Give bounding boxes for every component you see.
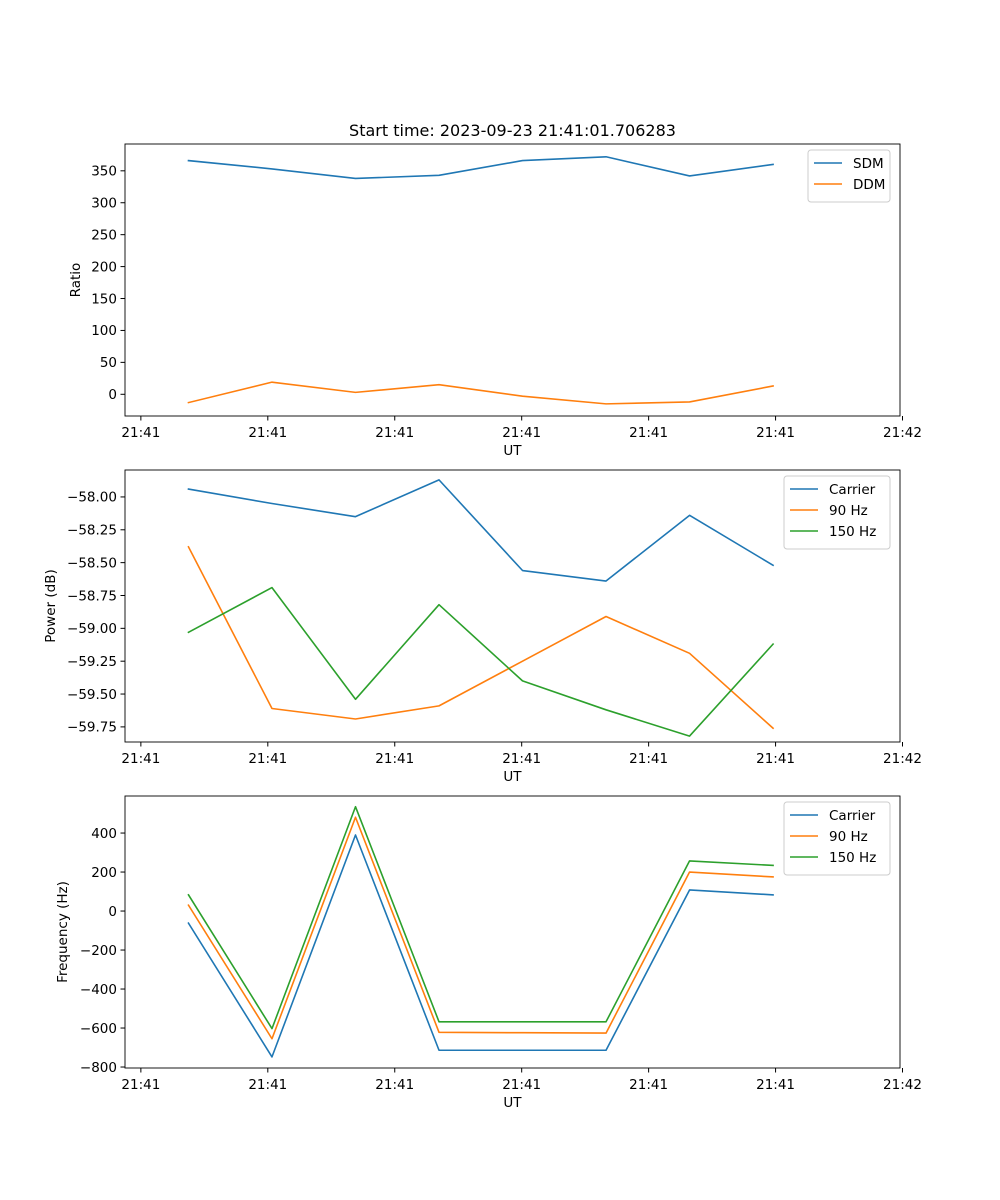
axes-frame bbox=[124, 143, 901, 417]
legend: SDM DDM bbox=[807, 149, 891, 203]
chart-panel-1: Start time: 2023-09-23 21:41:01.706283 21… bbox=[68, 121, 922, 459]
legend-label: DDM bbox=[853, 177, 885, 193]
x-tick-label: 21:41 bbox=[375, 425, 414, 441]
y-tick-label: 0 bbox=[108, 904, 117, 920]
y-tick-label: −600 bbox=[80, 1021, 117, 1037]
x-tick-label: 21:41 bbox=[756, 1077, 795, 1093]
x-tick-label: 21:41 bbox=[248, 1077, 287, 1093]
y-tick-label: −200 bbox=[80, 943, 117, 959]
x-tick-label: 21:41 bbox=[248, 751, 287, 767]
y-tick-label: 400 bbox=[91, 826, 117, 842]
y-tick-label: −59.25 bbox=[67, 654, 117, 670]
x-axis-label: UT bbox=[503, 769, 522, 785]
x-tick-label: 21:41 bbox=[248, 425, 287, 441]
y-axis-label: Frequency (Hz) bbox=[55, 881, 71, 983]
series-line-sdm bbox=[187, 155, 774, 180]
y-tick-label: −58.75 bbox=[67, 588, 117, 604]
y-tick-label: −58.50 bbox=[67, 555, 117, 571]
axes-frame bbox=[124, 795, 901, 1069]
x-tick-label: 21:41 bbox=[502, 425, 541, 441]
y-tick-label: −58.00 bbox=[67, 490, 117, 506]
x-tick-label: 21:41 bbox=[502, 751, 541, 767]
y-tick-label: −59.00 bbox=[67, 621, 117, 637]
x-tick-label: 21:41 bbox=[121, 425, 160, 441]
legend-label: 150 Hz bbox=[829, 850, 876, 866]
legend: Carrier 90 Hz 150 Hz bbox=[783, 801, 891, 876]
y-tick-label: −400 bbox=[80, 982, 117, 998]
y-tick-label: 250 bbox=[91, 227, 117, 243]
chart-panel-3: 21:41 21:41 21:41 21:41 21:41 21:41 21:42 −800 −… bbox=[55, 795, 922, 1111]
axes-frame bbox=[124, 469, 901, 743]
series-line-150-hz bbox=[187, 805, 774, 1030]
x-axis-label: UT bbox=[503, 443, 522, 459]
chart-title: Start time: 2023-09-23 21:41:01.706283 bbox=[349, 121, 676, 140]
y-tick-label: 100 bbox=[91, 323, 117, 339]
series-line-90-hz bbox=[187, 545, 775, 730]
x-tick-label: 21:41 bbox=[121, 751, 160, 767]
y-tick-label: −800 bbox=[80, 1060, 117, 1076]
y-axis-label: Power (dB) bbox=[43, 569, 59, 642]
series-line-150-hz bbox=[187, 586, 775, 737]
y-axis-label: Ratio bbox=[68, 263, 84, 298]
x-tick-label: 21:42 bbox=[883, 751, 922, 767]
y-tick-label: 200 bbox=[91, 865, 117, 881]
legend-label: 90 Hz bbox=[829, 829, 868, 845]
y-tick-label: −59.50 bbox=[67, 687, 117, 703]
x-tick-label: 21:41 bbox=[375, 751, 414, 767]
chart-panel-2: 21:41 21:41 21:41 21:41 21:41 21:41 21:42 −59.7… bbox=[43, 469, 922, 785]
series-line-ddm bbox=[187, 381, 774, 405]
y-tick-label: 300 bbox=[91, 196, 117, 212]
legend-label: 150 Hz bbox=[829, 524, 876, 540]
x-tick-label: 21:41 bbox=[629, 1077, 668, 1093]
x-tick-label: 21:41 bbox=[629, 751, 668, 767]
series-line-carrier bbox=[187, 479, 775, 582]
y-tick-label: 200 bbox=[91, 259, 117, 275]
y-tick-label: 350 bbox=[91, 164, 117, 180]
y-tick-label: 0 bbox=[108, 387, 117, 403]
x-tick-label: 21:41 bbox=[375, 1077, 414, 1093]
x-tick-label: 21:42 bbox=[883, 1077, 922, 1093]
x-tick-label: 21:41 bbox=[121, 1077, 160, 1093]
y-tick-label: 150 bbox=[91, 291, 117, 307]
series-line-carrier bbox=[187, 834, 774, 1058]
x-tick-label: 21:41 bbox=[502, 1077, 541, 1093]
legend: Carrier 90 Hz 150 Hz bbox=[783, 475, 891, 550]
x-tick-label: 21:41 bbox=[629, 425, 668, 441]
x-axis-label: UT bbox=[503, 1095, 522, 1111]
y-tick-label: −59.75 bbox=[67, 720, 117, 736]
legend-label: 90 Hz bbox=[829, 503, 868, 519]
y-tick-label: 50 bbox=[100, 355, 117, 371]
legend-label: Carrier bbox=[829, 808, 876, 824]
x-tick-label: 21:41 bbox=[756, 425, 795, 441]
y-tick-label: −58.25 bbox=[67, 523, 117, 539]
x-tick-label: 21:41 bbox=[756, 751, 795, 767]
series-line-90-hz bbox=[187, 816, 774, 1040]
legend-label: Carrier bbox=[829, 482, 876, 498]
x-tick-label: 21:42 bbox=[883, 425, 922, 441]
legend-label: SDM bbox=[853, 156, 884, 172]
